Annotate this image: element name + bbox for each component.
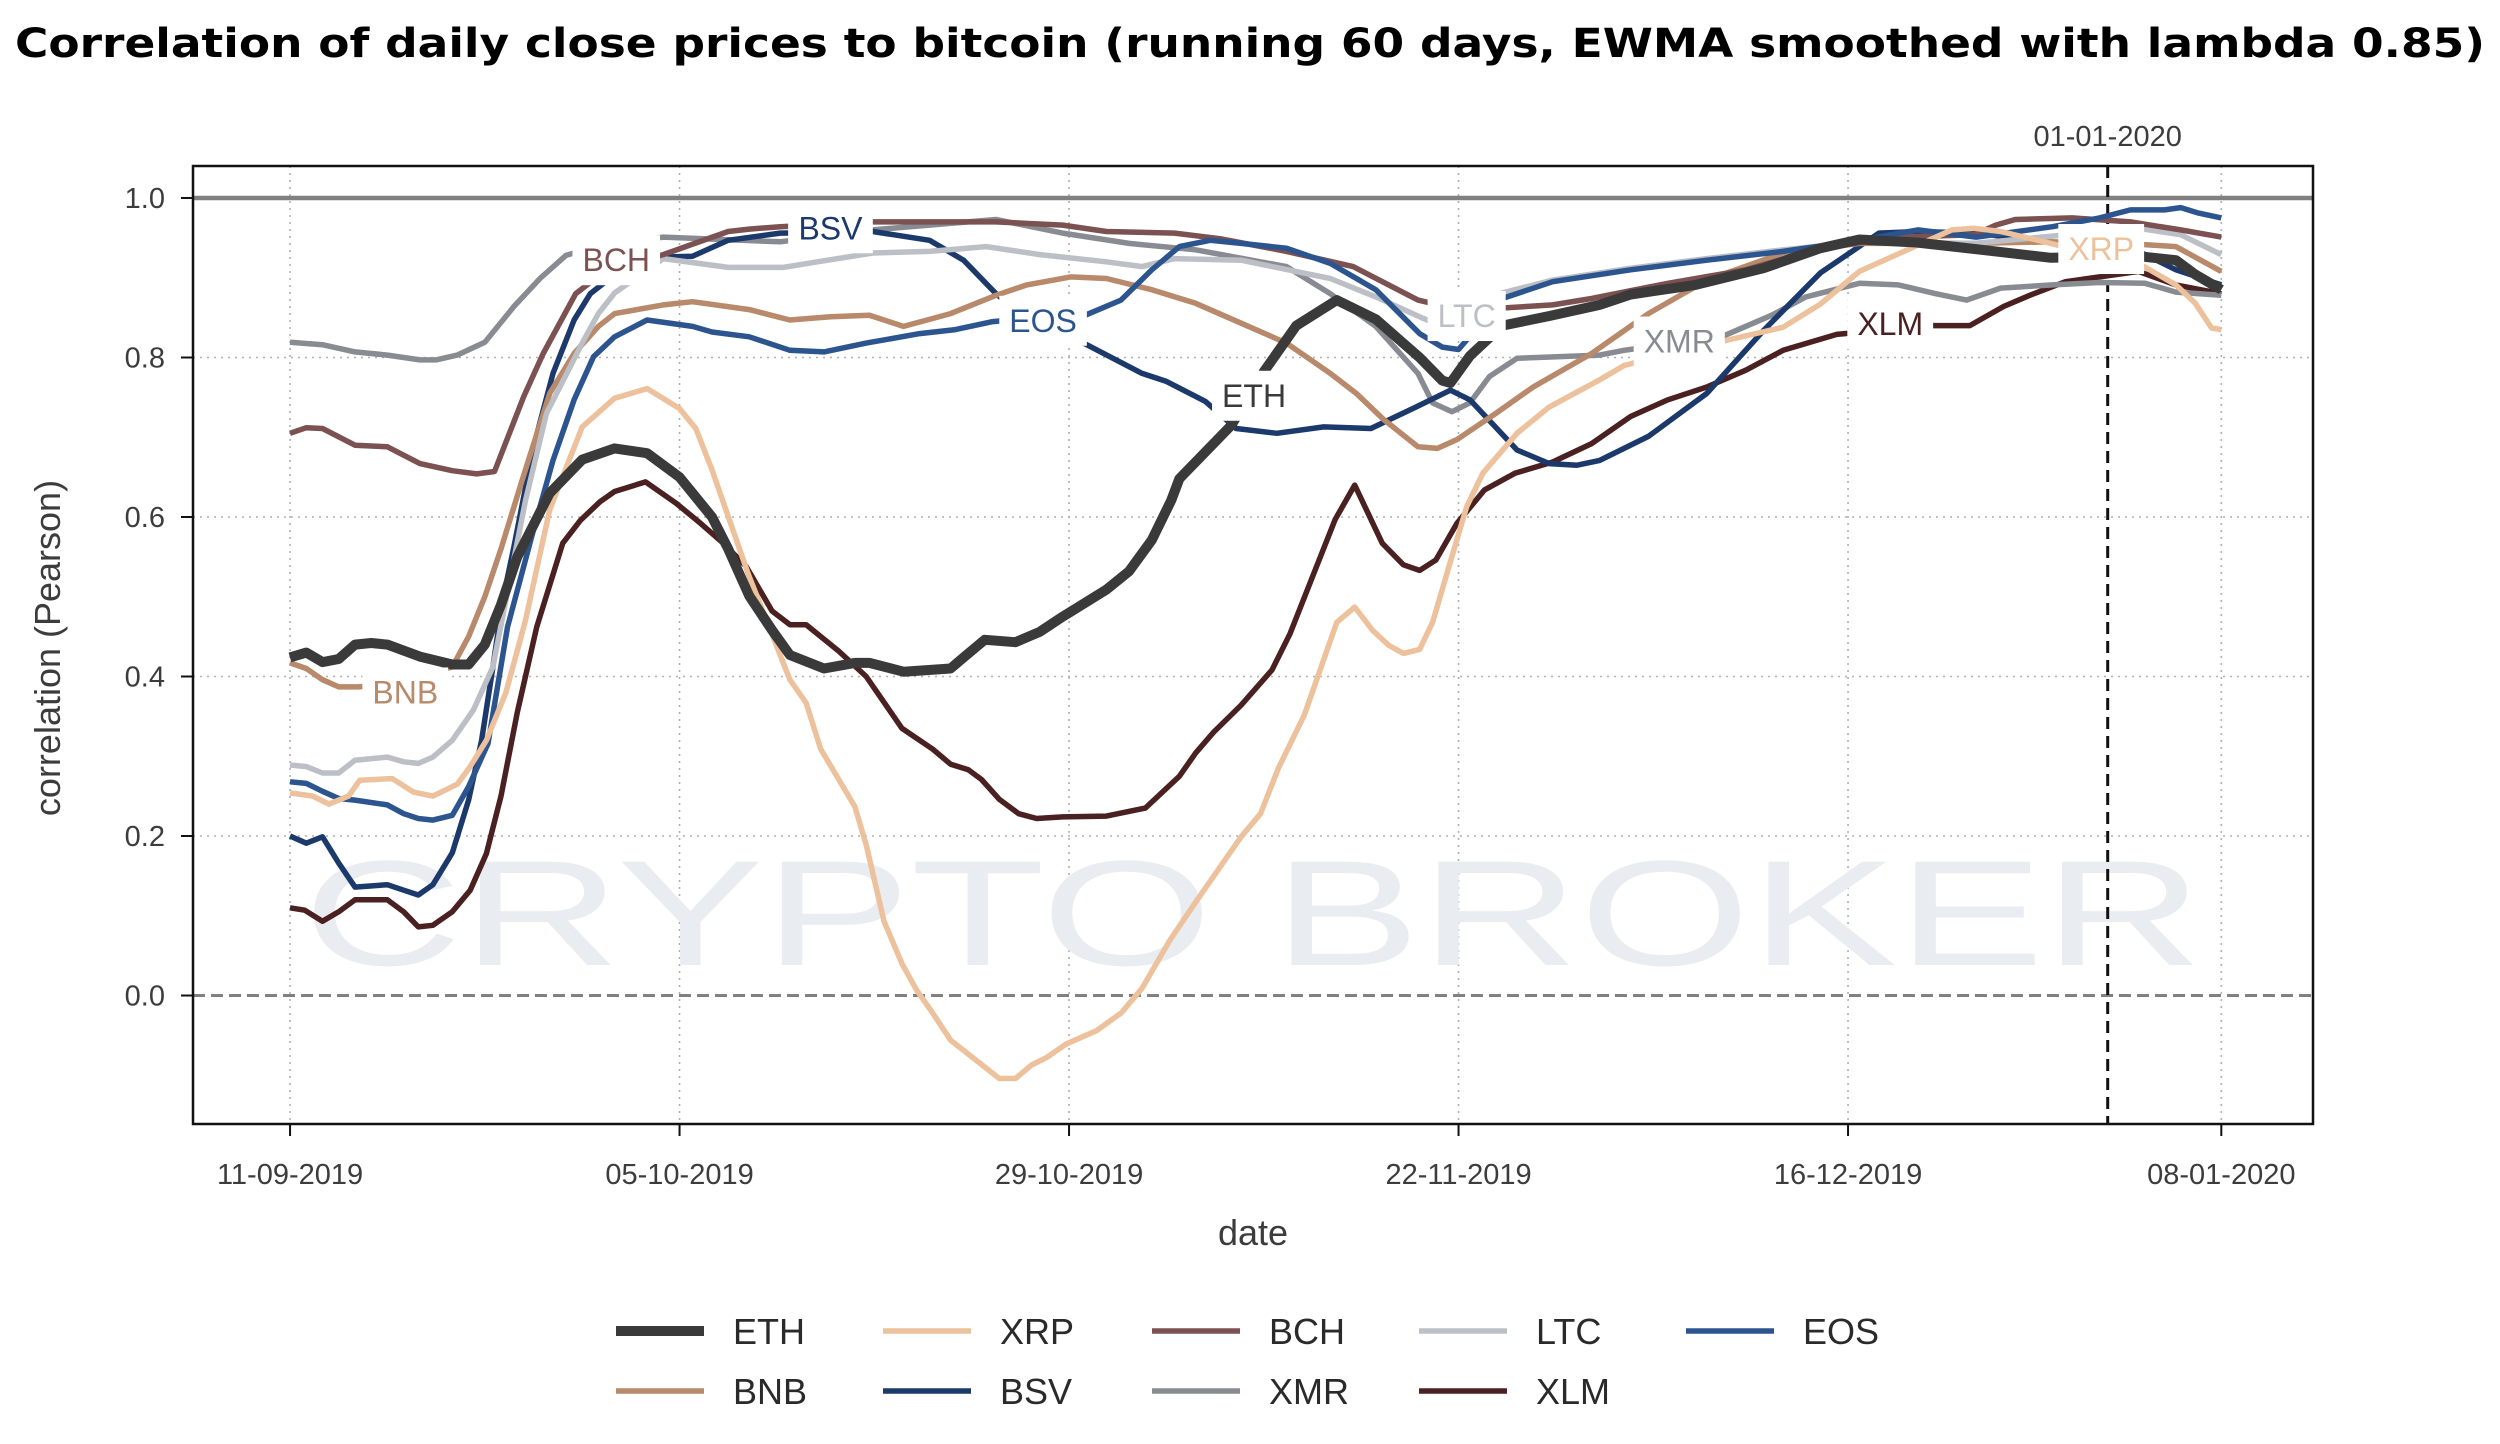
- legend-item-eth: ETH: [616, 1311, 805, 1352]
- y-tick-label: 0.8: [125, 342, 165, 374]
- series-label-box: [572, 235, 661, 286]
- series-label-box: [1633, 316, 1725, 367]
- legend: ETH BNB XRP BSV BCH XMR LTC XLM EOS: [616, 1311, 1879, 1412]
- series-label-text: BSV: [798, 210, 863, 246]
- series-label-box: [2058, 224, 2145, 275]
- legend-item-bsv: BSV: [883, 1371, 1072, 1412]
- series-line-xlm: [289, 268, 2222, 930]
- legend-item-bnb: BNB: [616, 1371, 807, 1412]
- series-label-text: BCH: [582, 242, 650, 278]
- series-label-box: [999, 295, 1087, 346]
- series-label-text: XRP: [2068, 231, 2134, 267]
- legend-item-xlm: XLM: [1419, 1371, 1610, 1412]
- y-tick-label: 0.6: [125, 502, 165, 534]
- x-axis-label: date: [1218, 1212, 1288, 1253]
- series-label-text: EOS: [1009, 303, 1077, 339]
- series-label-text: XLM: [1857, 306, 1923, 342]
- x-tick-label: 08-01-2020: [2147, 1159, 2295, 1191]
- series-line-eth: [288, 234, 2224, 677]
- series-label-ltc: LTC: [1427, 291, 1506, 342]
- legend-label: ETH: [733, 1311, 805, 1352]
- axes: 11-09-2019 05-10-2019 29-10-2019 22-11-2019…: [125, 121, 2296, 1191]
- y-tick-label: 0.0: [125, 981, 165, 1013]
- legend-label: LTC: [1536, 1311, 1601, 1352]
- x-tick-label: 11-09-2019: [217, 1159, 363, 1191]
- series-label-eos: EOS: [999, 295, 1087, 346]
- legend-label: BSV: [1000, 1371, 1072, 1412]
- reference-lines: [193, 166, 2313, 1124]
- legend-item-eos: EOS: [1686, 1311, 1879, 1352]
- legend-label: XRP: [1000, 1311, 1074, 1352]
- series-label-xmr: XMR: [1633, 316, 1725, 367]
- series-label-box: [1212, 370, 1297, 421]
- x-tick-label: 29-10-2019: [995, 1159, 1143, 1191]
- series-label-bsv: BSV: [788, 203, 873, 254]
- x-tick-label: 22-11-2019: [1385, 1159, 1531, 1191]
- legend-label: XMR: [1269, 1371, 1349, 1412]
- series-label-eth: ETH: [1212, 370, 1297, 421]
- x-tick-label: 16-12-2019: [1774, 1159, 1922, 1191]
- series-label-box: [1427, 291, 1506, 342]
- series-lines: [288, 204, 2224, 1082]
- series-label-text: ETH: [1222, 378, 1286, 414]
- legend-item-ltc: LTC: [1419, 1311, 1601, 1352]
- series-line-bch: [289, 215, 2222, 477]
- y-tick-label: 0.4: [125, 662, 165, 694]
- series-label-bch: BCH: [572, 235, 661, 286]
- plot-frame: [191, 164, 2315, 1126]
- y-axis-label: correlation (Pearson): [27, 480, 68, 816]
- series-label-text: BNB: [372, 674, 438, 710]
- series-label-box: [788, 203, 873, 254]
- series-label-box: [1847, 298, 1934, 349]
- legend-label: XLM: [1536, 1371, 1610, 1412]
- series-label-text: LTC: [1438, 298, 1496, 334]
- legend-label: BCH: [1269, 1311, 1345, 1352]
- y-tick-label: 0.2: [125, 821, 165, 853]
- series-line-xrp: [289, 225, 2222, 1082]
- series-label-text: XMR: [1644, 324, 1715, 360]
- legend-item-xrp: XRP: [883, 1311, 1074, 1352]
- legend-item-xmr: XMR: [1152, 1371, 1349, 1412]
- legend-item-bch: BCH: [1152, 1311, 1345, 1352]
- x-tick-label: 05-10-2019: [605, 1159, 753, 1191]
- grid: [193, 166, 2313, 1124]
- chart-title: Correlation of daily close prices to bit…: [15, 21, 2485, 67]
- y-tick-label: 1.0: [125, 183, 165, 215]
- series-labels: ETH BNB XRP BSV BCH XMR LTC XLM EOS: [362, 203, 2145, 718]
- series-label-box: [362, 667, 449, 718]
- series-label-xrp: XRP: [2058, 224, 2145, 275]
- reference-date-label: 01-01-2020: [2034, 121, 2182, 153]
- series-label-bnb: BNB: [362, 667, 449, 718]
- watermark: CRYPTO BROKER: [303, 829, 2203, 997]
- legend-label: BNB: [733, 1371, 807, 1412]
- series-label-xlm: XLM: [1847, 298, 1934, 349]
- legend-label: EOS: [1803, 1311, 1879, 1352]
